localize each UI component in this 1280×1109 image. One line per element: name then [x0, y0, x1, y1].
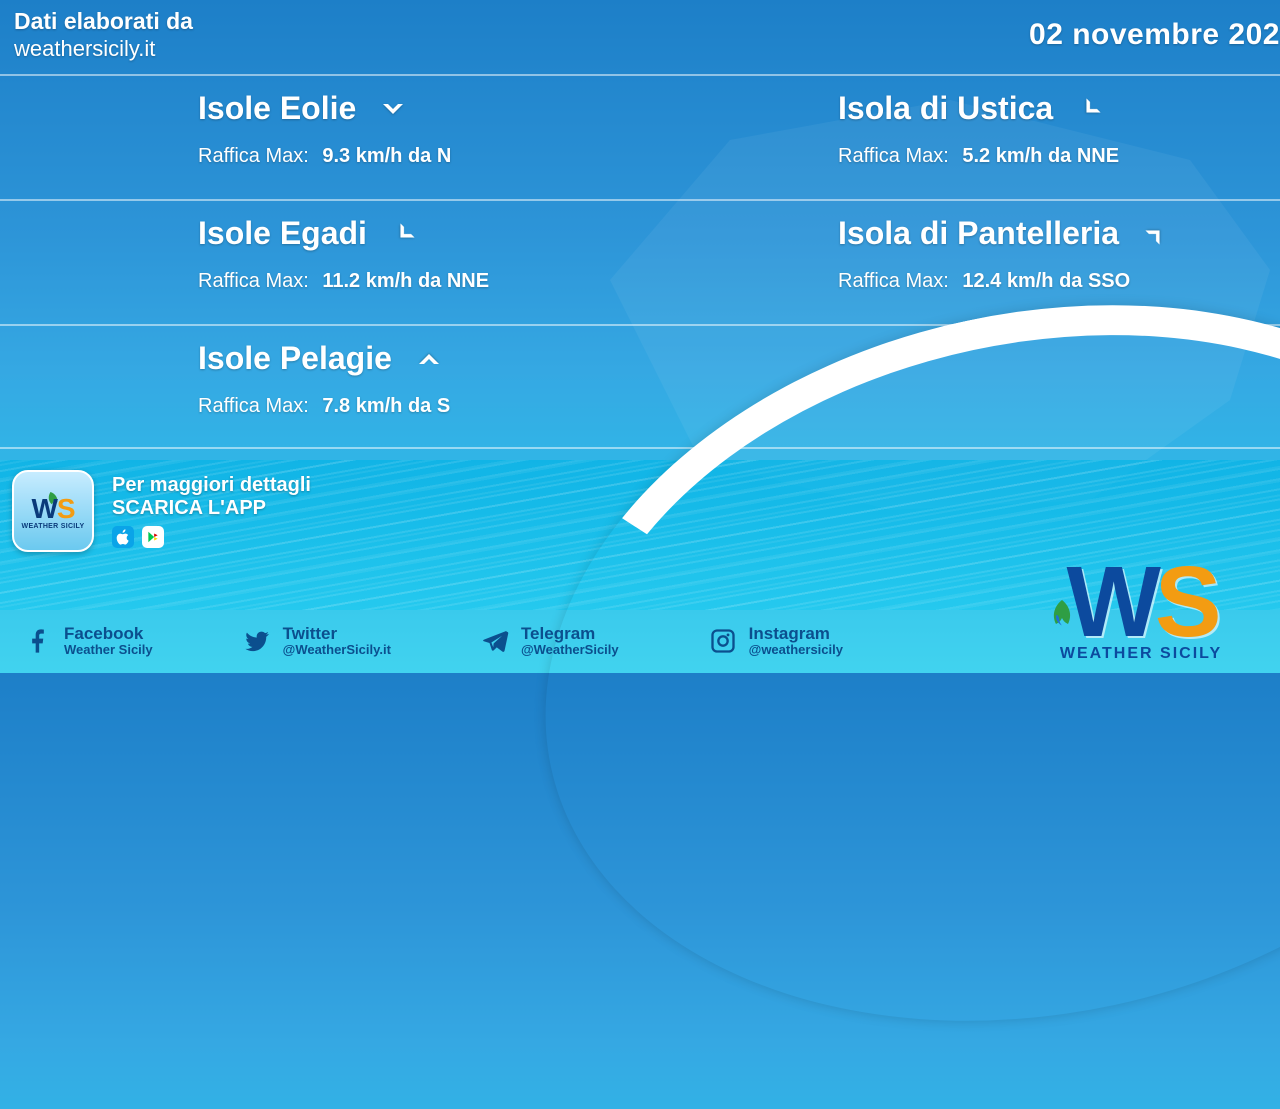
- promo-line1: Per maggiori dettagli: [112, 474, 311, 497]
- wind-direction-icon: [1135, 212, 1177, 254]
- location-name: Isole Pelagie: [198, 340, 392, 377]
- social-telegram[interactable]: Telegram @WeatherSicily: [481, 625, 619, 658]
- header-date: 02 novembre 202: [1029, 18, 1280, 52]
- location-title: Isole Pelagie: [198, 340, 640, 377]
- social-text: Facebook Weather Sicily: [64, 625, 153, 658]
- location-name: Isola di Pantelleria: [838, 215, 1119, 252]
- wind-direction-icon: [378, 94, 408, 124]
- social-handle: @WeatherSicily: [521, 643, 619, 657]
- app-logo-text: WS: [31, 493, 74, 525]
- facebook-icon: [24, 627, 52, 655]
- brand-logo: WS WEATHER SICILY: [1036, 563, 1246, 663]
- cell-ustica: Isola di Ustica Raffica Max: 5.2 km/h da…: [640, 76, 1280, 199]
- wind-direction-icon: [1069, 87, 1111, 129]
- gust-label: Raffica Max:: [838, 145, 949, 167]
- app-icon-tile: WS WEATHER SICILY: [12, 470, 94, 552]
- wind-direction-icon: [383, 212, 425, 254]
- wind-direction-icon: [414, 344, 444, 374]
- playstore-icon[interactable]: [142, 526, 164, 548]
- location-title: Isole Eolie: [198, 90, 640, 127]
- gust-line: Raffica Max: 11.2 km/h da NNE: [198, 270, 640, 293]
- social-twitter[interactable]: Twitter @WeatherSicily.it: [243, 625, 391, 658]
- leaf-icon: [1044, 597, 1080, 633]
- gust-value: 11.2 km/h da NNE: [322, 270, 489, 292]
- gust-label: Raffica Max:: [198, 395, 309, 417]
- cell-pelagie: Isole Pelagie Raffica Max: 7.8 km/h da S: [0, 326, 640, 447]
- social-handle: @weathersicily: [749, 643, 843, 657]
- location-title: Isola di Pantelleria: [838, 215, 1280, 252]
- gust-line: Raffica Max: 5.2 km/h da NNE: [838, 145, 1280, 168]
- location-title: Isola di Ustica: [838, 90, 1280, 127]
- telegram-icon: [481, 627, 509, 655]
- gust-line: Raffica Max: 7.8 km/h da S: [198, 395, 640, 418]
- location-name: Isola di Ustica: [838, 90, 1053, 127]
- social-text: Instagram @weathersicily: [749, 625, 843, 658]
- header-source: Dati elaborati da weathersicily.it: [14, 8, 193, 62]
- header-site: weathersicily.it: [14, 36, 193, 62]
- brand-logo-text: WS: [1036, 563, 1246, 641]
- location-title: Isole Egadi: [198, 215, 640, 252]
- row-1: Isole Eolie Raffica Max: 9.3 km/h da N I…: [0, 74, 1280, 199]
- promo-line2: SCARICA L'APP: [112, 497, 311, 520]
- social-text: Telegram @WeatherSicily: [521, 625, 619, 658]
- gust-label: Raffica Max:: [838, 270, 949, 292]
- gust-line: Raffica Max: 9.3 km/h da N: [198, 145, 640, 168]
- store-icons: [112, 526, 311, 548]
- cell-pantelleria: Isola di Pantelleria Raffica Max: 12.4 k…: [640, 201, 1280, 324]
- social-text: Twitter @WeatherSicily.it: [283, 625, 391, 658]
- social-name: Instagram: [749, 625, 843, 644]
- gust-value: 9.3 km/h da N: [322, 145, 451, 167]
- location-name: Isole Eolie: [198, 90, 356, 127]
- cell-egadi: Isole Egadi Raffica Max: 11.2 km/h da NN…: [0, 201, 640, 324]
- twitter-icon: [243, 627, 271, 655]
- social-name: Twitter: [283, 625, 391, 644]
- promo-text: Per maggiori dettagli SCARICA L'APP: [112, 474, 311, 548]
- gust-value: 5.2 km/h da NNE: [962, 145, 1119, 167]
- social-name: Facebook: [64, 625, 153, 644]
- instagram-icon: [709, 627, 737, 655]
- location-name: Isole Egadi: [198, 215, 367, 252]
- header-prefix: Dati elaborati da: [14, 8, 193, 36]
- social-handle: @WeatherSicily.it: [283, 643, 391, 657]
- app-promo: WS WEATHER SICILY Per maggiori dettagli …: [12, 470, 311, 552]
- appstore-icon[interactable]: [112, 526, 134, 548]
- gust-line: Raffica Max: 12.4 km/h da SSO: [838, 270, 1280, 293]
- cell-eolie: Isole Eolie Raffica Max: 9.3 km/h da N: [0, 76, 640, 199]
- gust-value: 7.8 km/h da S: [322, 395, 450, 417]
- social-name: Telegram: [521, 625, 619, 644]
- gust-value: 12.4 km/h da SSO: [962, 270, 1130, 292]
- social-instagram[interactable]: Instagram @weathersicily: [709, 625, 843, 658]
- gust-label: Raffica Max:: [198, 145, 309, 167]
- gust-label: Raffica Max:: [198, 270, 309, 292]
- social-handle: Weather Sicily: [64, 643, 153, 657]
- social-facebook[interactable]: Facebook Weather Sicily: [24, 625, 153, 658]
